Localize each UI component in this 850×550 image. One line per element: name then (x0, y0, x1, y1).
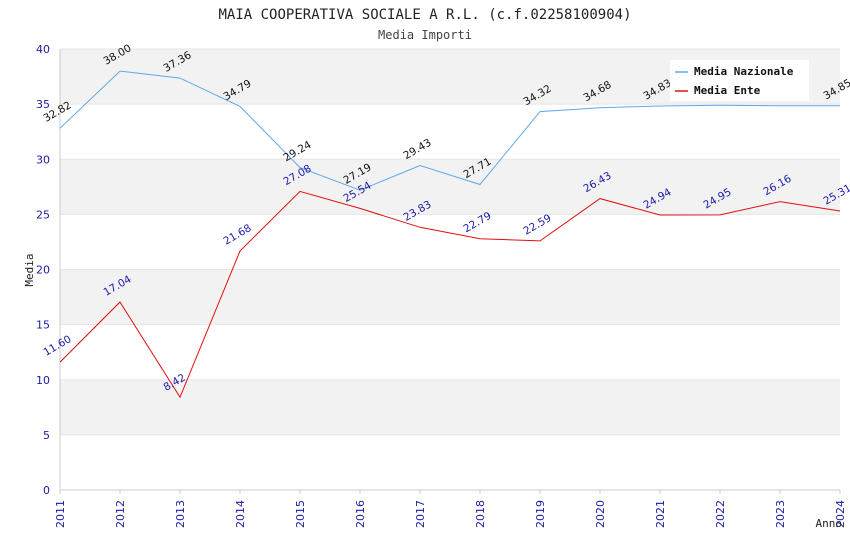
x-axis-label: Anno (816, 517, 843, 530)
x-tick-label: 2016 (354, 500, 367, 528)
data-label: 21.68 (222, 222, 254, 247)
x-tick-label: 2024 (834, 500, 847, 528)
legend-box (670, 60, 809, 101)
x-tick-label: 2015 (294, 500, 307, 528)
data-label: 29.43 (402, 137, 434, 162)
x-tick-label: 2013 (174, 500, 187, 528)
series-lines (59, 70, 841, 399)
y-axis-ticks: 0 5 10 15 20 25 30 35 40 (36, 43, 50, 497)
x-tick-label: 2017 (414, 500, 427, 528)
y-axis-label: Media (23, 253, 36, 286)
x-tick-label: 2011 (54, 500, 67, 528)
grid-band (60, 379, 840, 435)
y-tick-label: 20 (36, 264, 50, 277)
y-tick-label: 25 (36, 208, 50, 221)
chart-subtitle: Media Importi (378, 28, 472, 42)
legend: Media Nazionale Media Ente (670, 60, 809, 101)
x-tick-label: 2012 (114, 500, 127, 528)
series-line-media-ente (59, 190, 841, 399)
x-tick-label: 2018 (474, 500, 487, 528)
grid-band (60, 269, 840, 325)
grid-bands (60, 49, 840, 435)
x-tick-label: 2020 (594, 500, 607, 528)
y-tick-label: 0 (43, 484, 50, 497)
y-tick-label: 35 (36, 98, 50, 111)
data-label: 11.60 (42, 333, 74, 358)
y-tick-label: 40 (36, 43, 50, 56)
x-tick-label: 2021 (654, 500, 667, 528)
y-tick-label: 10 (36, 374, 50, 387)
chart-title: MAIA COOPERATIVA SOCIALE A R.L. (c.f.022… (218, 7, 631, 23)
y-tick-label: 5 (43, 429, 50, 442)
y-tick-label: 30 (36, 153, 50, 166)
data-label: 22.59 (522, 212, 554, 237)
x-tick-label: 2023 (774, 500, 787, 528)
x-axis-ticks: 2011 2012 2013 2014 2015 2016 2017 2018 2019 2020… (54, 490, 847, 528)
x-tick-label: 2019 (534, 500, 547, 528)
y-tick-label: 15 (36, 319, 50, 332)
grid-band (60, 159, 840, 215)
series-line-media-nazionale (59, 70, 840, 191)
x-tick-label: 2022 (714, 500, 727, 528)
legend-label-media-nazionale: Media Nazionale (694, 65, 794, 78)
legend-label-media-ente: Media Ente (694, 84, 761, 97)
x-tick-label: 2014 (234, 500, 247, 528)
